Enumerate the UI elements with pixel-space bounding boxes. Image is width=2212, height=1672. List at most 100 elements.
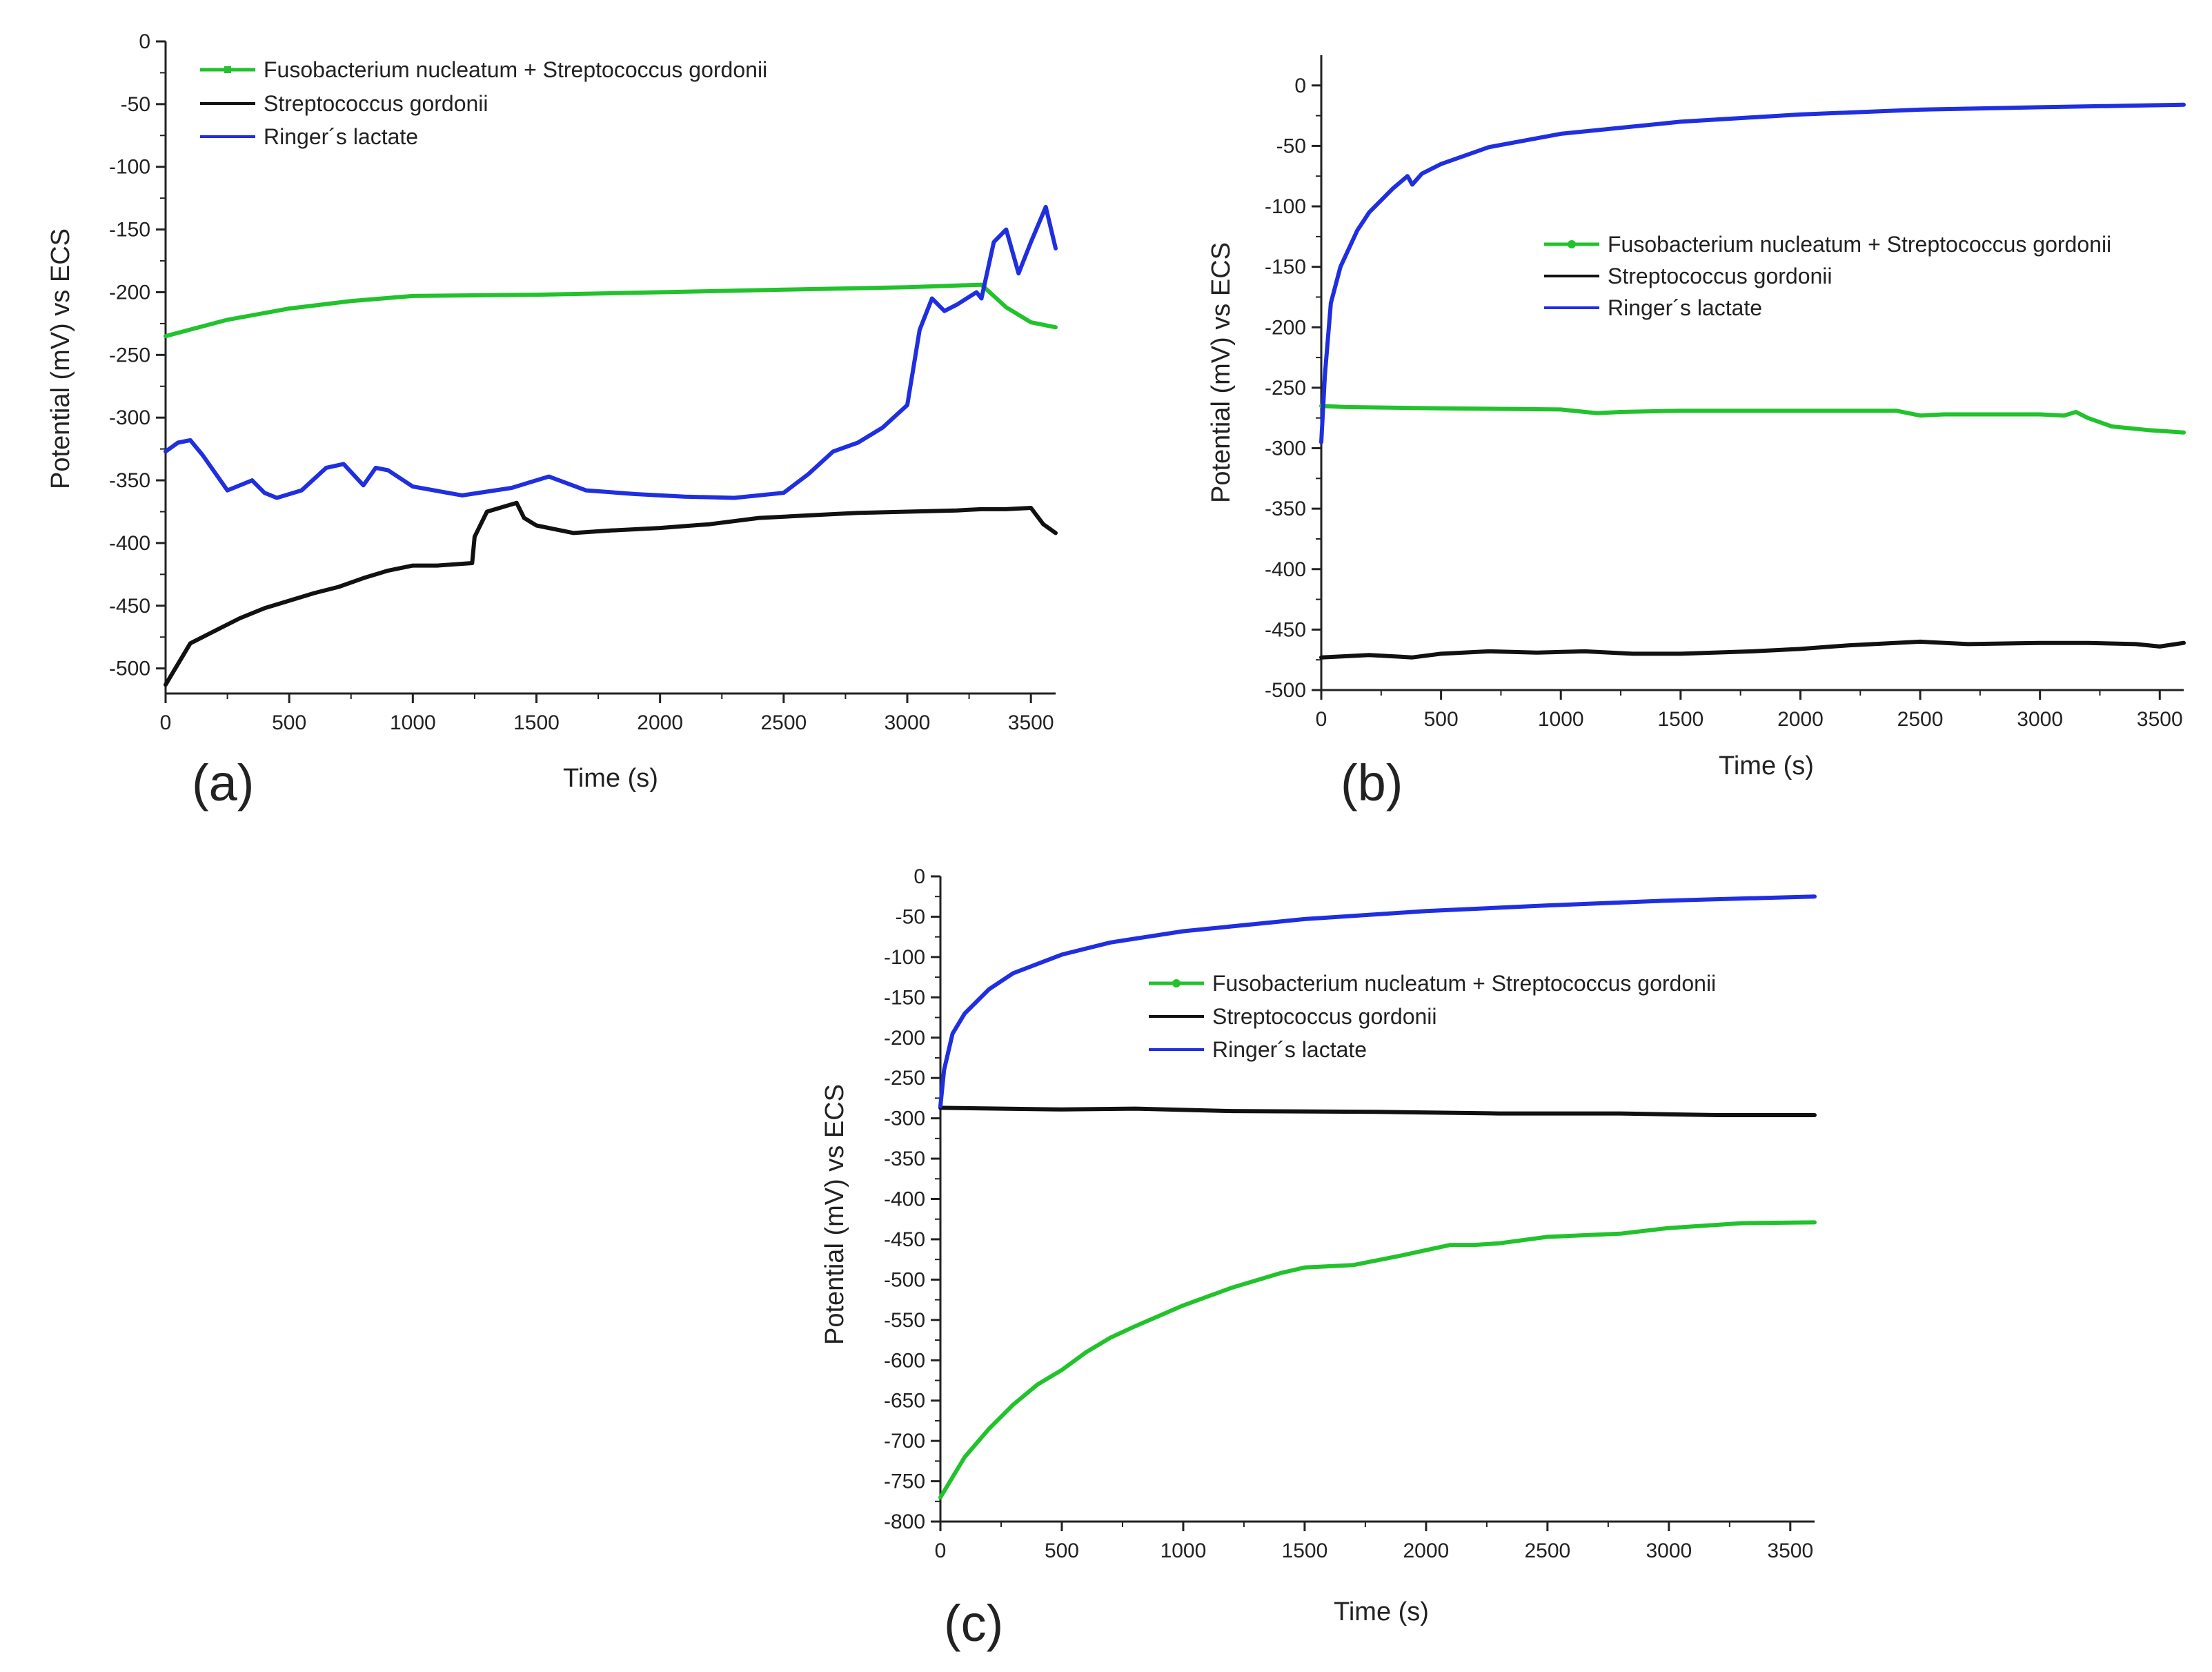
y-tick-label: -350	[884, 1148, 925, 1170]
y-tick-label: -100	[884, 946, 925, 969]
y-tick-label: -250	[1265, 377, 1306, 400]
legend-marker	[1568, 240, 1576, 248]
x-tick-label: 1500	[1282, 1540, 1328, 1562]
legend-label: Streptococcus gordonii	[1608, 264, 1833, 288]
series-line-green	[164, 282, 1058, 339]
legend-entry: Streptococcus gordonii	[1544, 264, 1833, 288]
x-tick-label: 2500	[760, 711, 807, 734]
panel-a-y-axis-title: Potential (mV) vs ECS	[46, 228, 75, 489]
x-tick-label: 3500	[2137, 708, 2183, 731]
y-tick-label: -100	[109, 156, 150, 179]
x-tick-label: 1000	[1161, 1540, 1207, 1562]
panel-c-label: (c)	[944, 1595, 1003, 1652]
panel-b-axes: 0 -50 -100 -150 -200 -250 -300 -350 -400 -450 -500…	[1265, 55, 2184, 731]
legend-marker	[224, 66, 231, 73]
x-tick-label: 2500	[1897, 708, 1944, 731]
y-tick-label: -150	[109, 219, 150, 242]
x-tick-label: 3000	[2017, 708, 2063, 731]
y-tick-label: -500	[884, 1268, 925, 1291]
x-tick-label: 3000	[1646, 1540, 1692, 1562]
y-tick-label: -300	[1265, 437, 1306, 460]
y-tick-label: -750	[884, 1471, 925, 1493]
y-tick-label: -800	[884, 1511, 925, 1533]
panel-b-y-axis-title: Potential (mV) vs ECS	[1207, 242, 1236, 503]
series-line-black	[938, 1105, 1817, 1117]
y-tick-label: -250	[109, 344, 150, 366]
legend-label: Fusobacterium nucleatum + Streptococcus …	[264, 57, 767, 82]
x-tick-label: 0	[160, 711, 172, 734]
y-tick-label: -700	[884, 1430, 925, 1453]
y-tick-label: -400	[109, 532, 150, 555]
y-tick-label: -50	[896, 905, 925, 928]
y-tick-label: -200	[1265, 316, 1306, 339]
y-tick-label: -600	[884, 1349, 925, 1372]
y-tick-label: 0	[1294, 75, 1306, 97]
panel-b-series	[1319, 102, 2186, 660]
legend-entry: Fusobacterium nucleatum + Streptococcus …	[1544, 232, 2111, 257]
legend-marker	[1172, 979, 1181, 987]
x-tick-label: 500	[272, 711, 306, 734]
panel-b-x-axis-title: Time (s)	[1719, 751, 1814, 780]
y-tick-label: -100	[1265, 195, 1306, 218]
y-tick-label: -300	[109, 406, 150, 429]
legend-entry: Streptococcus gordonii	[200, 91, 488, 116]
x-tick-label: 1000	[1538, 708, 1584, 731]
x-tick-label: 0	[1316, 708, 1327, 731]
y-tick-label: -200	[884, 1027, 925, 1050]
legend-entry: Ringer´s lactate	[1149, 1037, 1367, 1062]
x-tick-label: 3500	[1008, 711, 1054, 734]
y-tick-label: -350	[1265, 498, 1306, 520]
y-tick-label: -150	[884, 986, 925, 1009]
y-tick-label: -400	[1265, 558, 1306, 581]
y-tick-label: -200	[109, 281, 150, 304]
y-tick-label: -50	[121, 93, 150, 116]
series-line-blue	[1319, 102, 2186, 444]
y-tick-label: -150	[1265, 256, 1306, 279]
legend-entry: Fusobacterium nucleatum + Streptococcus …	[1149, 971, 1716, 996]
panel-c-legend: Fusobacterium nucleatum + Streptococcus …	[1149, 971, 1716, 1062]
legend-entry: Fusobacterium nucleatum + Streptococcus …	[200, 57, 767, 82]
x-tick-label: 2500	[1524, 1540, 1570, 1562]
y-tick-label: -250	[884, 1067, 925, 1090]
panel-a: (a) Time (s) Potential (mV) vs ECS 0 -50 -…	[46, 30, 1058, 812]
panel-b: (b) Time (s) Potential (mV) vs ECS 0 -50 -…	[1207, 55, 2186, 812]
x-tick-label: 500	[1045, 1540, 1079, 1562]
legend-entry: Ringer´s lactate	[1544, 295, 1762, 320]
panel-c: (c) Time (s) Potential (mV) vs ECS 0 -50 -…	[820, 865, 1817, 1652]
series-line-blue	[938, 894, 1817, 1109]
x-tick-label: 1500	[1657, 708, 1704, 731]
y-tick-label: -400	[884, 1188, 925, 1211]
panel-c-x-axis-title: Time (s)	[1334, 1597, 1429, 1626]
y-tick-label: -50	[1276, 135, 1306, 157]
legend-label: Ringer´s lactate	[264, 124, 418, 149]
y-tick-label: -450	[109, 595, 150, 618]
series-line-blue	[164, 204, 1058, 500]
series-line-black	[1319, 639, 2186, 660]
panel-a-label: (a)	[192, 754, 254, 812]
series-line-black	[164, 500, 1058, 687]
panel-c-series	[938, 894, 1817, 1499]
y-tick-label: -450	[1265, 618, 1306, 641]
legend-entry: Ringer´s lactate	[200, 124, 418, 149]
x-tick-label: 500	[1424, 708, 1459, 731]
legend-entry: Streptococcus gordonii	[1149, 1004, 1437, 1029]
y-tick-label: -450	[884, 1228, 925, 1251]
panel-c-y-axis-title: Potential (mV) vs ECS	[820, 1084, 849, 1345]
x-tick-label: 1500	[513, 711, 560, 734]
y-tick-label: -650	[884, 1390, 925, 1413]
y-tick-label: -300	[884, 1108, 925, 1130]
panel-a-axes: 0 -50 -100 -150 -200 -250 -300 -350 -400 -450 -500…	[109, 30, 1056, 734]
panel-a-x-axis-title: Time (s)	[563, 764, 658, 793]
x-tick-label: 0	[935, 1540, 947, 1562]
x-tick-label: 2000	[637, 711, 683, 734]
panel-a-legend: Fusobacterium nucleatum + Streptococcus …	[200, 57, 767, 149]
legend-label: Fusobacterium nucleatum + Streptococcus …	[1212, 971, 1716, 996]
legend-label: Streptococcus gordonii	[264, 91, 488, 116]
series-line-green	[1319, 404, 2186, 435]
legend-label: Streptococcus gordonii	[1212, 1004, 1437, 1029]
y-tick-label: 0	[139, 30, 150, 53]
y-tick-label: 0	[914, 865, 925, 888]
panel-a-series	[164, 204, 1058, 687]
y-tick-label: -350	[109, 469, 150, 492]
